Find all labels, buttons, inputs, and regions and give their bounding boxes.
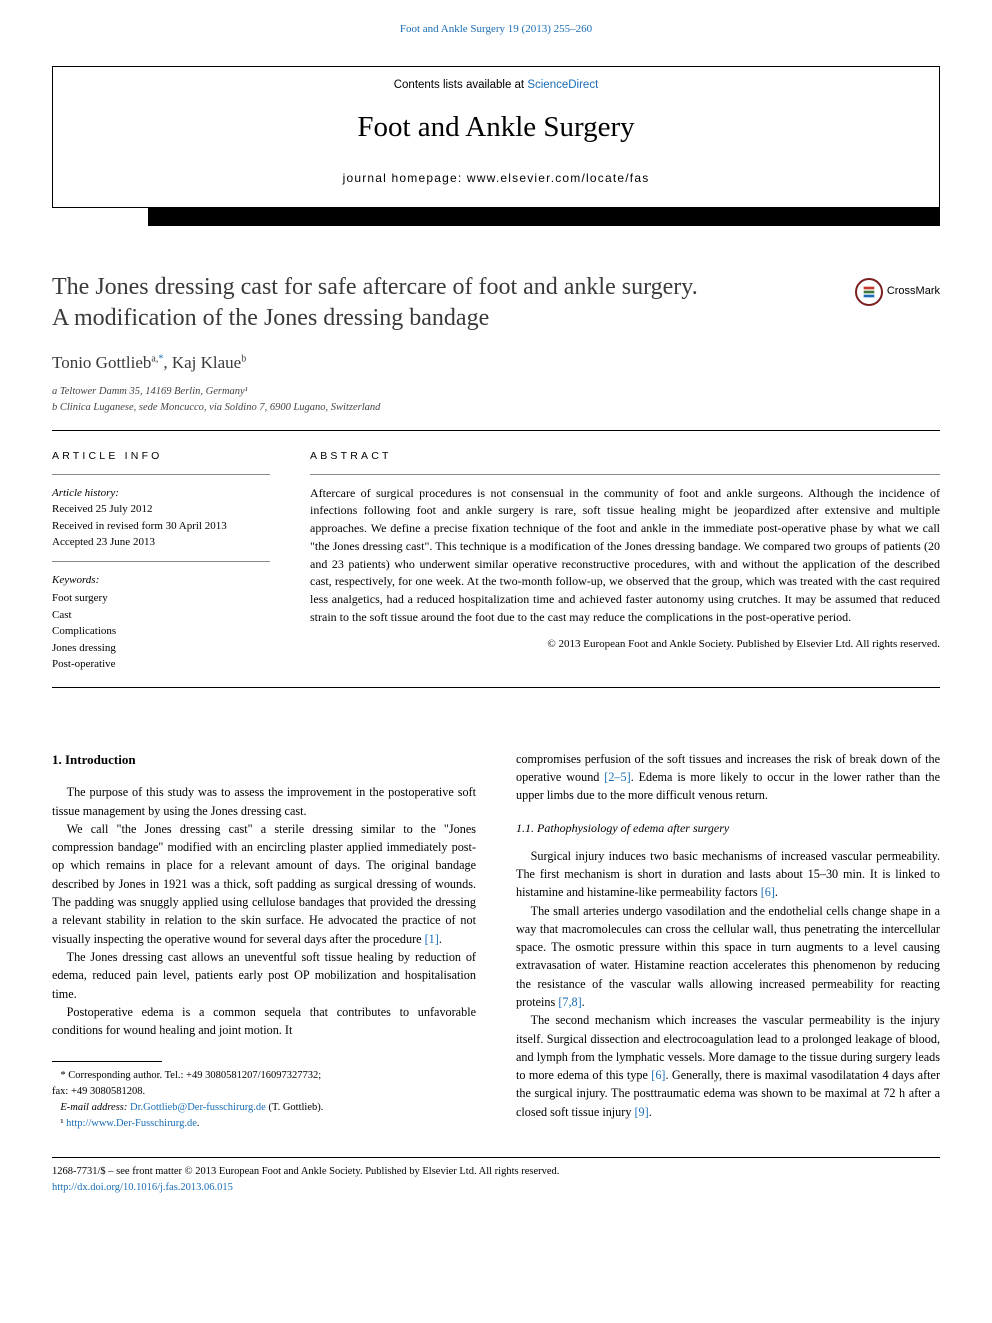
body-column-left: 1. Introduction The purpose of this stud…	[52, 750, 476, 1132]
article-title-line2: A modification of the Jones dressing ban…	[52, 305, 489, 331]
affiliation-a: a Teltower Damm 35, 14169 Berlin, German…	[52, 384, 940, 400]
footnote-email-suffix: (T. Gottlieb).	[266, 1102, 324, 1113]
info-abstract-row: ARTICLE INFO Article history: Received 2…	[52, 431, 940, 673]
keyword-2: Cast	[52, 607, 270, 624]
footnote-corresponding: * Corresponding author. Tel.: +49 308058…	[52, 1068, 476, 1084]
keyword-5: Post-operative	[52, 656, 270, 673]
col2-p4-tail: .	[649, 1105, 652, 1119]
keyword-4: Jones dressing	[52, 640, 270, 657]
keywords-label: Keywords:	[52, 572, 270, 589]
contents-line: Contents lists available at ScienceDirec…	[53, 67, 939, 94]
masthead-black-strip	[52, 208, 940, 226]
footer-doi-link[interactable]: http://dx.doi.org/10.1016/j.fas.2013.06.…	[52, 1182, 233, 1193]
top-citation-link[interactable]: Foot and Ankle Surgery 19 (2013) 255–260	[400, 23, 592, 35]
history-received: Received 25 July 2012	[52, 503, 153, 515]
col2-p4: The second mechanism which increases the…	[516, 1011, 940, 1121]
authors: Tonio Gottlieba,*, Kaj Klaueb	[52, 351, 940, 376]
col2-p3-text: The small arteries undergo vasodilation …	[516, 904, 940, 1009]
affiliation-b: b Clinica Luganese, sede Moncucco, via S…	[52, 400, 940, 416]
crossmark-label: CrossMark	[887, 284, 940, 300]
article-history: Article history: Received 25 July 2012 R…	[52, 485, 270, 551]
keyword-3: Complications	[52, 623, 270, 640]
abstract-column: ABSTRACT Aftercare of surgical procedure…	[310, 431, 940, 673]
heading-introduction: 1. Introduction	[52, 750, 476, 770]
ref-link-6b[interactable]: [6]	[651, 1068, 665, 1082]
footnote-email-label: E-mail address:	[60, 1102, 130, 1113]
ref-link-6a[interactable]: [6]	[761, 885, 775, 899]
intro-p3: The Jones dressing cast allows an uneven…	[52, 948, 476, 1003]
keywords-block: Keywords: Foot surgery Cast Complication…	[52, 572, 270, 673]
footer-rule	[52, 1157, 940, 1158]
intro-p2: We call "the Jones dressing cast" a ster…	[52, 820, 476, 948]
col2-p3: The small arteries undergo vasodilation …	[516, 902, 940, 1012]
article-title-line1: The Jones dressing cast for safe afterca…	[52, 274, 698, 300]
masthead: ELSEVIER FOOT AND ANKLE SURGERY Contents…	[52, 66, 940, 226]
journal-homepage: journal homepage: www.elsevier.com/locat…	[53, 170, 939, 187]
affiliations: a Teltower Damm 35, 14169 Berlin, German…	[52, 384, 940, 416]
article-header: CrossMark The Jones dressing cast for sa…	[52, 272, 940, 416]
footnote-fax: fax: +49 3080581208.	[52, 1084, 476, 1100]
article-info-column: ARTICLE INFO Article history: Received 2…	[52, 431, 270, 673]
info-rule-2	[52, 561, 270, 562]
history-accepted: Accepted 23 June 2013	[52, 536, 155, 548]
intro-p1: The purpose of this study was to assess …	[52, 783, 476, 820]
sciencedirect-link[interactable]: ScienceDirect	[527, 79, 598, 91]
journal-title: Foot and Ankle Surgery	[53, 106, 939, 148]
footnotes-rule	[52, 1061, 162, 1062]
info-rule-1	[52, 474, 270, 475]
page: Foot and Ankle Surgery 19 (2013) 255–260	[0, 0, 992, 1236]
ref-link-1[interactable]: [1]	[425, 932, 439, 946]
author-sep: ,	[163, 353, 172, 372]
col2-p1: compromises perfusion of the soft tissue…	[516, 750, 940, 805]
contents-prefix: Contents lists available at	[394, 79, 528, 91]
footnote-email: E-mail address: Dr.Gottlieb@Der-fusschir…	[52, 1100, 476, 1116]
rule-below-abstract	[52, 687, 940, 688]
crossmark-icon	[855, 278, 883, 306]
masthead-box: Contents lists available at ScienceDirec…	[52, 66, 940, 208]
footnote-corr-line1: * Corresponding author. Tel.: +49 308058…	[60, 1070, 321, 1081]
footnote-url-suffix: .	[197, 1118, 200, 1129]
article-info-label: ARTICLE INFO	[52, 449, 270, 464]
body-columns: 1. Introduction The purpose of this stud…	[52, 750, 940, 1132]
heading-pathophysiology: 1.1. Pathophysiology of edema after surg…	[516, 819, 940, 837]
author-2-affil-sup: b	[241, 354, 246, 365]
history-label: Article history:	[52, 487, 119, 499]
footer-copyright: 1268-7731/$ – see front matter © 2013 Eu…	[52, 1164, 940, 1180]
intro-p4: Postoperative edema is a common sequela …	[52, 1003, 476, 1040]
author-2-name: Kaj Klaue	[172, 353, 241, 372]
footnote-url-link[interactable]: http://www.Der-Fusschirurg.de	[66, 1118, 197, 1129]
abstract-copyright: © 2013 European Foot and Ankle Society. …	[310, 637, 940, 653]
author-1-name: Tonio Gottlieb	[52, 353, 151, 372]
body-column-right: compromises perfusion of the soft tissue…	[516, 750, 940, 1132]
ref-link-7-8[interactable]: [7,8]	[558, 995, 581, 1009]
col2-p2: Surgical injury induces two basic mechan…	[516, 847, 940, 902]
top-citation: Foot and Ankle Surgery 19 (2013) 255–260	[52, 22, 940, 38]
ref-link-2-5[interactable]: [2–5]	[604, 770, 630, 784]
intro-p2-tail: .	[439, 932, 442, 946]
history-revised: Received in revised form 30 April 2013	[52, 520, 227, 532]
footnote-email-link[interactable]: Dr.Gottlieb@Der-fusschirurg.de	[130, 1102, 266, 1113]
intro-p2-text: We call "the Jones dressing cast" a ster…	[52, 822, 476, 946]
abstract-label: ABSTRACT	[310, 449, 940, 464]
footnote-url: ¹ http://www.Der-Fusschirurg.de.	[52, 1116, 476, 1132]
col2-p2-text: Surgical injury induces two basic mechan…	[516, 849, 940, 900]
abstract-text: Aftercare of surgical procedures is not …	[310, 485, 940, 627]
abstract-rule	[310, 474, 940, 475]
ref-link-9[interactable]: [9]	[634, 1105, 648, 1119]
col2-p2-tail: .	[775, 885, 778, 899]
keyword-1: Foot surgery	[52, 590, 270, 607]
crossmark-badge[interactable]: CrossMark	[855, 278, 940, 306]
footer: 1268-7731/$ – see front matter © 2013 Eu…	[52, 1164, 940, 1196]
col2-p3-tail: .	[582, 995, 585, 1009]
article-title: The Jones dressing cast for safe afterca…	[52, 272, 940, 333]
